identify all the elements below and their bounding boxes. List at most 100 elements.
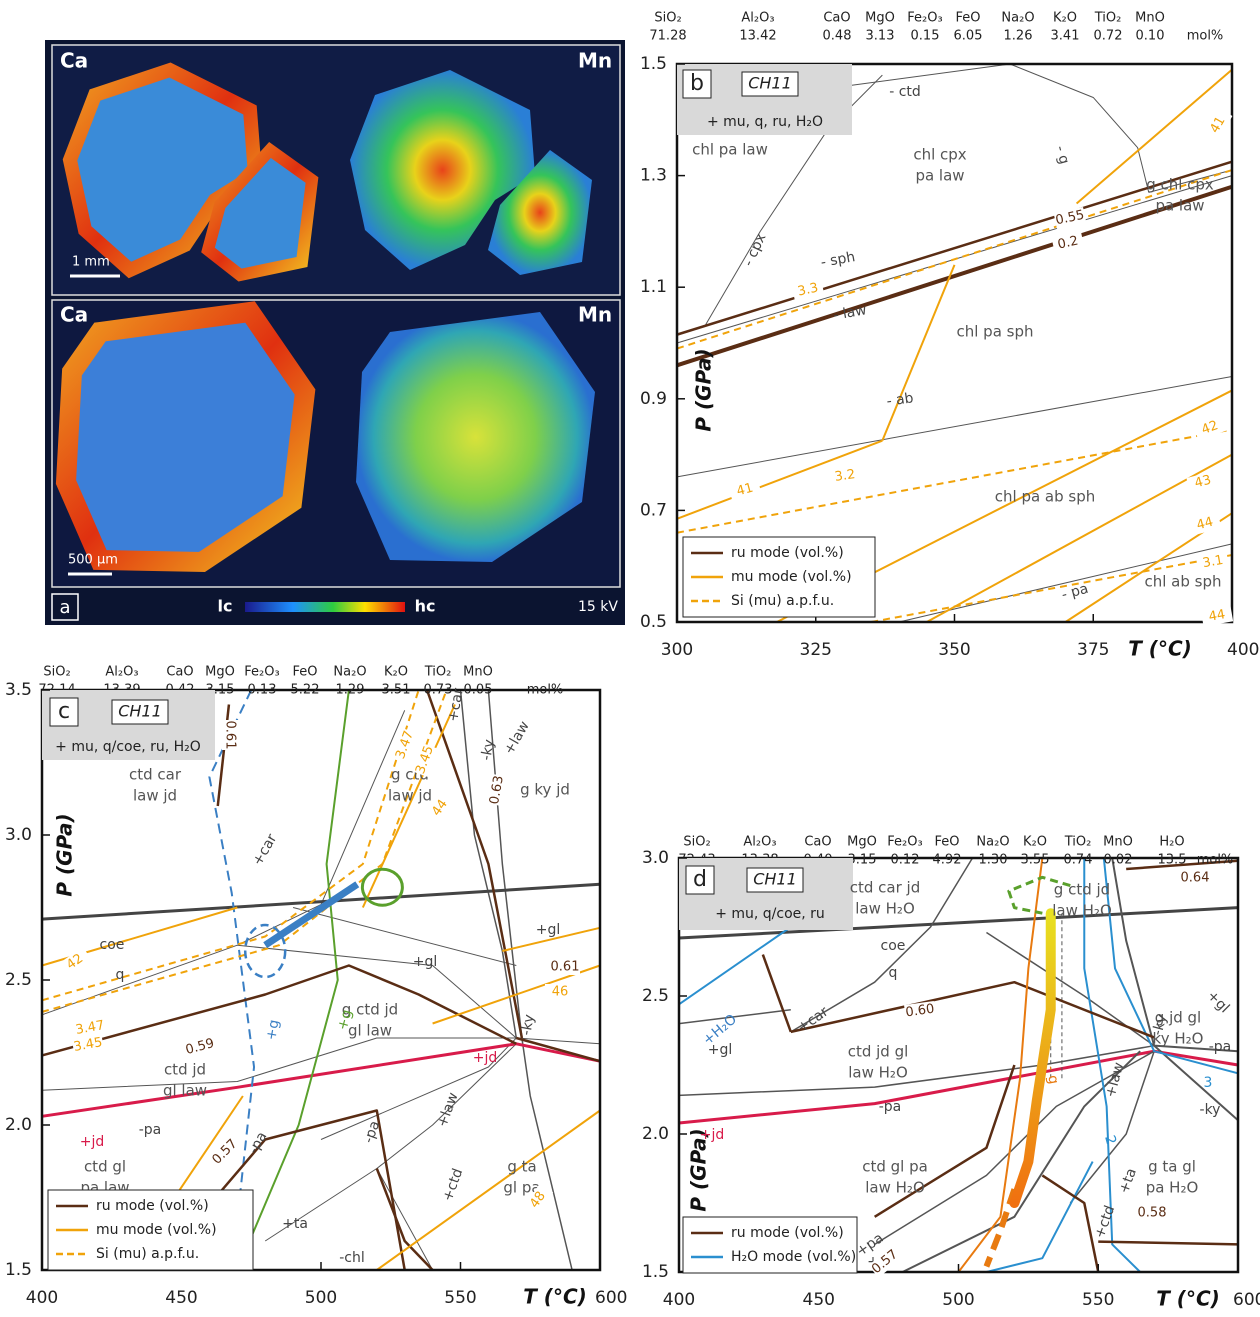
reaction-label: 3 — [1204, 1075, 1213, 1091]
field-label: pa law — [915, 167, 964, 185]
reaction-label: - ctd — [889, 84, 921, 100]
oxide-value: 3.13 — [866, 29, 895, 44]
oxide: SiO₂ — [683, 835, 710, 850]
oxide-value: 4.92 — [933, 853, 962, 868]
y-tick-label: 1.1 — [640, 277, 667, 297]
phase-boundary — [1010, 64, 1149, 192]
oxide: FeO — [956, 11, 981, 26]
field-label: law H₂O — [855, 900, 915, 918]
x-tick-label: 400 — [1227, 640, 1259, 660]
x-tick-label: 400 — [663, 1290, 695, 1310]
x-tick-label: 600 — [1233, 1290, 1260, 1310]
oxide-value: 71.28 — [649, 29, 686, 44]
x-tick-label: 550 — [444, 1288, 476, 1308]
oxide: CaO — [804, 835, 831, 850]
oxide: MnO — [1135, 11, 1165, 26]
x-tick-label: 350 — [938, 640, 970, 660]
reaction-label: - g — [1043, 1065, 1062, 1086]
pt-marker — [362, 869, 402, 905]
oxide-value: 0.48 — [823, 29, 852, 44]
phase-boundary — [522, 1038, 572, 1270]
isopleth-label: 0.61 — [551, 960, 580, 975]
oxide-value: 0.10 — [1136, 29, 1165, 44]
reaction-label: +jd — [473, 1050, 498, 1066]
oxide: MgO — [847, 835, 877, 850]
reaction-label: -pa — [139, 1122, 162, 1138]
reaction-label: +ta — [282, 1216, 308, 1232]
reaction-label: q — [889, 965, 898, 981]
colorbar-high: hc — [415, 597, 436, 616]
reaction-label: +law — [434, 1091, 461, 1130]
field-label: chl ab sph — [1144, 573, 1221, 591]
legend-label: H₂O mode (vol.%) — [731, 1249, 856, 1265]
field-label: pa law — [1155, 197, 1204, 215]
x-tick-label: 450 — [165, 1288, 197, 1308]
isopleth-label: 46 — [552, 985, 569, 1000]
oxide: Na₂O — [333, 665, 366, 680]
x-tick-label: 500 — [305, 1288, 337, 1308]
isopleth-label: 3.3 — [796, 281, 819, 300]
panel-label: d — [693, 867, 707, 892]
scale-bar-label: 1 mm — [72, 255, 110, 270]
oxide: MnO — [1103, 835, 1133, 850]
phase-boundary — [677, 376, 1232, 476]
oxide-value: 3.41 — [1051, 29, 1080, 44]
phase-boundary — [882, 265, 954, 441]
field-label: ctd gl — [84, 1158, 126, 1176]
reaction-label: - cpx — [740, 231, 769, 269]
reaction-label: - g — [1052, 144, 1072, 166]
reaction-label: q — [116, 967, 125, 983]
reaction-label: +g — [263, 1018, 282, 1041]
field-label: ctd jd — [164, 1061, 206, 1079]
unit: mol% — [1197, 853, 1234, 868]
y-axis-title: P (GPa) — [53, 813, 77, 896]
legend-label: ru mode (vol.%) — [731, 1225, 844, 1241]
reaction-label: coe — [881, 938, 906, 954]
pt-marker — [245, 925, 285, 977]
oxide-value: 13.5 — [1158, 853, 1187, 868]
reaction-label: coe — [100, 937, 125, 953]
oxide: SiO₂ — [654, 11, 681, 26]
reaction-label: +jd — [700, 1127, 725, 1143]
oxide-value: 1.26 — [1004, 29, 1033, 44]
field-label: pa H₂O — [1146, 1179, 1199, 1197]
isopleth-label: 0.2 — [1056, 234, 1079, 253]
y-tick-label: 3.5 — [5, 680, 32, 700]
oxide: CaO — [823, 11, 850, 26]
y-tick-label: 2.0 — [5, 1115, 32, 1135]
field-label: chl pa sph — [956, 323, 1033, 341]
reaction-label: - sph — [820, 249, 857, 271]
map-element-label: Mn — [578, 49, 612, 73]
isopleth-label: 0.55 — [1054, 208, 1085, 229]
panel-label: c — [58, 699, 70, 724]
reaction-label: -pa — [245, 1129, 270, 1157]
x-tick-label: 450 — [803, 1290, 835, 1310]
reaction-label: +ta — [1116, 1166, 1140, 1196]
field-label: chl pa ab sph — [995, 488, 1096, 506]
reaction-label: - ab — [886, 390, 915, 410]
scale-bar-label: 500 μm — [68, 553, 118, 568]
isopleth-label: 0.58 — [1138, 1206, 1167, 1221]
reaction-label: +gl — [413, 954, 438, 970]
oxide: MgO — [205, 665, 235, 680]
y-tick-label: 3.0 — [642, 848, 669, 868]
y-tick-label: 0.9 — [640, 389, 667, 409]
oxide-value: 6.05 — [954, 29, 983, 44]
map-element-label: Mn — [578, 303, 612, 327]
field-label: law H₂O — [865, 1179, 925, 1197]
oxide: K₂O — [1023, 835, 1047, 850]
oxide: SiO₂ — [43, 665, 70, 680]
field-label: g ky jd — [520, 781, 570, 799]
phase-boundary — [516, 1038, 600, 1061]
isopleth-label: 0.60 — [905, 1002, 936, 1021]
reaction-label: -ky — [518, 1013, 537, 1036]
oxide-value: 0.15 — [911, 29, 940, 44]
x-tick-label: 600 — [595, 1288, 627, 1308]
sample-id: CH11 — [118, 702, 162, 721]
field-label: law H₂O — [1052, 902, 1112, 920]
oxide-value: 0.12 — [891, 853, 920, 868]
oxide: CaO — [166, 665, 193, 680]
y-tick-label: 1.5 — [5, 1260, 32, 1280]
oxide: Fe₂O₃ — [887, 835, 922, 850]
legend-label: ru mode (vol.%) — [731, 545, 844, 561]
